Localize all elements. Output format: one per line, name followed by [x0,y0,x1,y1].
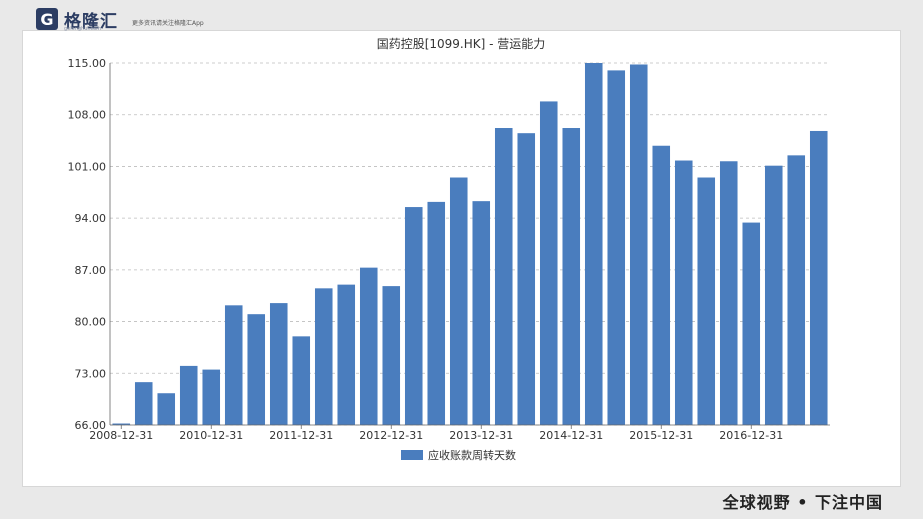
bar [224,305,243,425]
bar [809,130,828,425]
bar [742,222,761,425]
brand-tagline: 更多资讯请关注格隆汇App [132,19,204,27]
x-tick-label: 2013-12-31 [449,429,513,442]
bar [539,101,558,426]
y-tick-label: 115.00 [68,57,107,70]
bar [652,145,671,426]
bar [337,284,356,425]
bar [359,267,378,425]
bar [787,155,806,425]
bar [157,393,176,425]
brand-site: gelonghui.com [64,26,102,32]
x-tick-label: 2016-12-31 [719,429,783,442]
x-tick-label: 2012-12-31 [359,429,423,442]
y-tick-label: 66.00 [75,419,107,432]
bar [202,369,221,425]
y-tick-label: 87.00 [75,264,107,277]
y-tick-label: 94.00 [75,212,107,225]
bar [764,165,783,425]
y-axis: 66.00 73.00 80.00 87.00 94.00 101.00 108.00 115… [68,57,111,432]
chart-title: 国药控股[1099.HK] - 营运能力 [377,37,546,51]
brand-name: 格隆汇 [64,11,118,32]
bar [449,177,468,425]
legend-label: 应收账款周转天数 [428,448,516,462]
bar [247,314,266,425]
bar [674,160,693,425]
brand-logo-icon: G [36,8,58,30]
bar [382,286,401,425]
bar [472,201,491,425]
bar [314,288,333,425]
x-tick-label: 2011-12-31 [269,429,333,442]
x-tick-label: 2015-12-31 [629,429,693,442]
y-tick-label: 108.00 [68,109,107,122]
x-tick-label: 2014-12-31 [539,429,603,442]
x-tick-label: 2010-12-31 [179,429,243,442]
bar [134,382,153,425]
x-tick-label: 2008-12-31 [89,429,153,442]
bar [584,63,603,425]
bar [629,64,648,425]
y-tick-label: 73.00 [75,367,107,380]
y-tick-label: 80.00 [75,316,107,329]
footer-slogan: 全球视野 • 下注中国 [722,493,883,512]
bar [719,161,738,425]
bar [112,423,131,425]
legend: 应收账款周转天数 [401,448,516,462]
bar [427,201,446,425]
legend-swatch [401,450,423,460]
bar [697,177,716,425]
bar [517,133,536,425]
y-tick-label: 101.00 [68,160,107,173]
x-axis: 2008-12-31 2010-12-31 2011-12-31 2012-12-31… [89,424,830,442]
bar [607,70,626,425]
bar [269,303,288,425]
bar [494,128,513,425]
bar [404,207,423,425]
bars [112,63,828,426]
bar [562,128,581,425]
bar [179,365,198,425]
bar [292,336,311,425]
brand-header: G 格隆汇 更多资讯请关注格隆汇App [36,7,204,32]
